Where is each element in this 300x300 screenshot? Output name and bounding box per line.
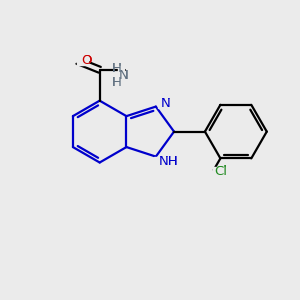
Text: H: H [111,76,121,88]
Text: H: H [111,62,121,75]
Text: N: N [161,97,171,110]
Text: N: N [119,69,129,82]
Text: N: N [161,97,171,110]
Text: NH: NH [159,155,178,168]
Text: O: O [81,54,92,67]
Text: NH: NH [159,155,178,168]
Text: Cl: Cl [214,165,227,178]
Text: O: O [81,54,92,67]
Text: H: H [111,76,121,88]
Bar [118,66,124,85]
Text: Cl: Cl [214,165,227,178]
Bar [77,56,88,65]
Bar [154,158,170,166]
Text: H: H [111,62,121,75]
Text: N: N [119,69,129,82]
Bar [158,99,169,108]
Bar [213,167,226,176]
